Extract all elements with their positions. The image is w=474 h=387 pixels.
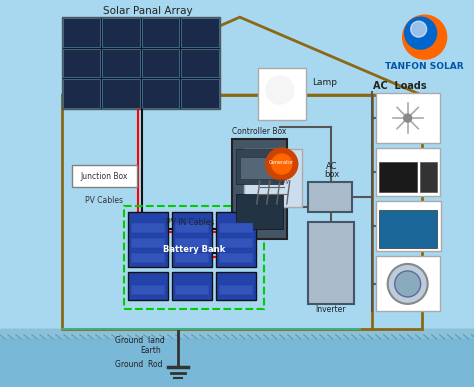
Text: Controller Box: Controller Box (232, 127, 286, 135)
Bar (131, 285, 165, 295)
Text: AC  Loads: AC Loads (373, 81, 427, 91)
Bar (216, 212, 256, 267)
Circle shape (266, 148, 298, 180)
Bar (244, 149, 302, 207)
Bar (63, 18, 100, 47)
Bar (175, 238, 209, 248)
Bar (258, 68, 306, 120)
Text: TANFON SOLAR: TANFON SOLAR (385, 62, 464, 71)
Bar (308, 182, 352, 212)
Bar (182, 49, 219, 77)
Bar (102, 49, 140, 77)
Bar (131, 253, 165, 263)
Text: box: box (324, 170, 339, 178)
Bar (376, 93, 439, 143)
Bar (102, 79, 140, 108)
Text: Earth: Earth (140, 346, 161, 355)
Bar (219, 238, 253, 248)
Text: PV IN Cables: PV IN Cables (165, 218, 214, 227)
Circle shape (405, 17, 437, 49)
Text: Ground  Rod: Ground Rod (115, 360, 163, 369)
Circle shape (272, 154, 292, 174)
Bar (142, 18, 179, 47)
Text: PV Cables: PV Cables (85, 197, 123, 205)
Bar (379, 210, 437, 248)
Bar (376, 201, 441, 251)
Bar (0, 329, 474, 387)
Bar (182, 79, 219, 108)
Bar (232, 139, 287, 239)
Bar (219, 285, 253, 295)
Bar (175, 223, 209, 233)
Bar (308, 222, 354, 304)
Bar (172, 272, 212, 300)
Bar (102, 18, 140, 47)
Circle shape (402, 15, 447, 59)
Bar (216, 272, 256, 300)
Circle shape (404, 114, 411, 122)
Bar (62, 17, 220, 109)
Bar (62, 95, 422, 329)
Bar (142, 79, 179, 108)
Bar (128, 212, 168, 267)
Bar (131, 223, 165, 233)
Circle shape (388, 264, 428, 304)
Text: AC: AC (326, 161, 337, 171)
Bar (419, 162, 437, 192)
Circle shape (395, 271, 420, 297)
Bar (128, 272, 168, 300)
Bar (0, 329, 474, 337)
Text: Battery Bank: Battery Bank (163, 245, 225, 254)
Bar (236, 149, 283, 184)
Bar (175, 253, 209, 263)
Bar (236, 194, 283, 229)
Bar (219, 253, 253, 263)
Circle shape (410, 21, 427, 37)
Bar (72, 165, 137, 187)
Circle shape (266, 76, 294, 104)
Bar (124, 206, 264, 309)
Bar (376, 148, 439, 196)
Text: Junction Box: Junction Box (81, 171, 128, 180)
Text: Ground  land: Ground land (115, 336, 164, 345)
Bar (131, 238, 165, 248)
Bar (379, 162, 417, 192)
Bar (63, 49, 100, 77)
Bar (142, 49, 179, 77)
Bar (175, 285, 209, 295)
Bar (376, 256, 439, 311)
Text: Inverter: Inverter (316, 305, 346, 314)
Text: Lamp: Lamp (312, 78, 337, 87)
Text: Utility: Utility (274, 179, 290, 184)
Text: Generator: Generator (269, 160, 294, 165)
Text: Solar Panal Array: Solar Panal Array (103, 6, 193, 16)
Bar (172, 212, 212, 267)
Bar (219, 223, 253, 233)
Bar (182, 18, 219, 47)
Bar (63, 79, 100, 108)
Bar (240, 157, 279, 179)
